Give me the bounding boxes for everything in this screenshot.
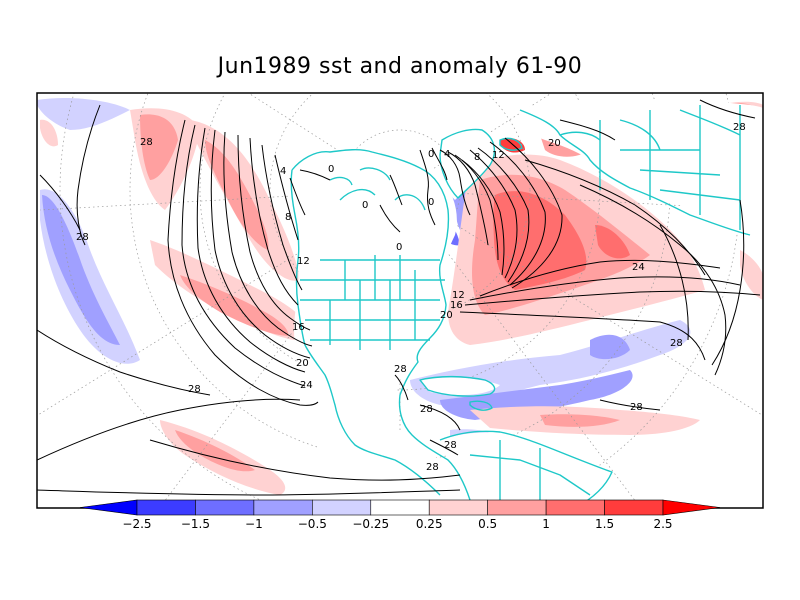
contour-label: 16	[450, 300, 463, 311]
colorbar-tick-label: −2.5	[122, 517, 151, 531]
colorbar-segment	[428, 499, 488, 516]
contour-label: 4	[280, 166, 286, 177]
contour-label: 28	[670, 338, 683, 349]
contour-label: 8	[285, 212, 291, 223]
colorbar-tick-label: −1.5	[181, 517, 210, 531]
positive-anomaly-shading	[40, 101, 763, 495]
colorbar-segment	[662, 499, 721, 516]
contour-label: 0	[428, 149, 434, 160]
map-frame-content: 28 28 4 0 8 12 16 20 24 28 28 28 28 28 0…	[37, 93, 763, 508]
contour-label: 20	[548, 138, 561, 149]
contour-label: 12	[452, 290, 465, 301]
colorbar-segment	[195, 499, 255, 516]
colorbar-segment	[370, 499, 430, 516]
contour-label: 28	[140, 137, 153, 148]
colorbar-tick-label: −0.5	[298, 517, 327, 531]
colorbar-tick-label: 0.25	[416, 517, 443, 531]
page-title: Jun1989 sst and anomaly 61-90	[217, 54, 583, 79]
contour-label: 12	[492, 150, 505, 161]
contour-label: 28	[733, 122, 746, 133]
colorbar-tick-label: −1	[245, 517, 263, 531]
colorbar-segment	[604, 499, 664, 516]
contour-label: 0	[362, 200, 368, 211]
colorbar-tick-label: 2.5	[653, 517, 672, 531]
contour-label: 0	[428, 197, 434, 208]
contour-label: 24	[632, 262, 645, 273]
contour-label: 8	[474, 152, 480, 163]
colorbar-segment	[253, 499, 313, 516]
contour-label: 28	[444, 440, 457, 451]
contour-label: 28	[394, 364, 407, 375]
contour-label: 20	[440, 310, 453, 321]
colorbar-tick-label: 1.5	[595, 517, 614, 531]
colorbar-segment	[545, 499, 605, 516]
contour-label: 24	[300, 380, 313, 391]
colorbar-tick-label: 0.5	[478, 517, 497, 531]
coastlines	[290, 105, 751, 508]
colorbar-segment	[312, 499, 372, 516]
contour-label: 28	[188, 384, 201, 395]
colorbar-segment	[136, 499, 196, 516]
colorbar: −2.5 −1.5 −1 −0.5 −0.25 0.25 0.5 1 1.5 2.5	[79, 499, 721, 531]
contour-labels: 28 28 4 0 8 12 16 20 24 28 28 28 28 28 0…	[76, 122, 746, 473]
contour-label: 28	[420, 404, 433, 415]
contour-label: 4	[444, 149, 450, 160]
contour-label: 20	[296, 358, 309, 369]
contour-label: 28	[630, 402, 643, 413]
colorbar-tick-label: −0.25	[352, 517, 389, 531]
contour-label: 0	[396, 242, 402, 253]
contour-label: 28	[426, 462, 439, 473]
sst-contours	[37, 99, 761, 496]
contour-label: 16	[292, 322, 305, 333]
colorbar-segment	[487, 499, 547, 516]
contour-label: 28	[76, 232, 89, 243]
contour-label: 0	[328, 164, 334, 175]
contour-label: 12	[297, 256, 310, 267]
colorbar-tick-label: 1	[542, 517, 550, 531]
